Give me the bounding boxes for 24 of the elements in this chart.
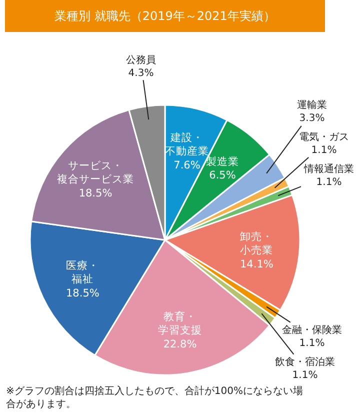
slice-label: 飲食・宿泊業: [275, 356, 335, 368]
data-label: 7.6%: [174, 159, 200, 172]
slice-label: 情報通信業: [303, 163, 354, 175]
slice-label: 医療・福祉: [66, 259, 100, 286]
data-label: 1.1%: [316, 177, 342, 188]
slice-label: 金融・保険業: [282, 324, 342, 336]
text: ※グラフの割合は四捨五入したもので、合計が100%にならない場合があります。: [6, 385, 303, 410]
data-label: 22.8%: [163, 338, 197, 350]
chart-title: 業種別 就職先（2019年～2021年実績）: [54, 9, 276, 24]
slice-label: 公務員: [126, 54, 156, 66]
data-label: 14.1%: [240, 258, 274, 270]
slice-label: 卸売・小売業: [240, 230, 274, 257]
slice-label: 教育・学習支援: [158, 310, 202, 337]
data-label: 18.5%: [66, 287, 100, 300]
data-label: 6.5%: [209, 170, 236, 182]
slice-label: 電気・ガス: [299, 132, 349, 143]
data-label: 1.1%: [311, 145, 337, 156]
slice-label: 運輸業: [297, 99, 327, 111]
data-label: 18.5%: [78, 187, 112, 200]
data-label: 1.1%: [292, 370, 318, 381]
slice-label: サービス・複合サービス業: [57, 160, 134, 186]
data-label: 4.3%: [128, 68, 154, 79]
data-label: 3.3%: [299, 113, 325, 124]
data-label: 1.1%: [299, 338, 325, 349]
